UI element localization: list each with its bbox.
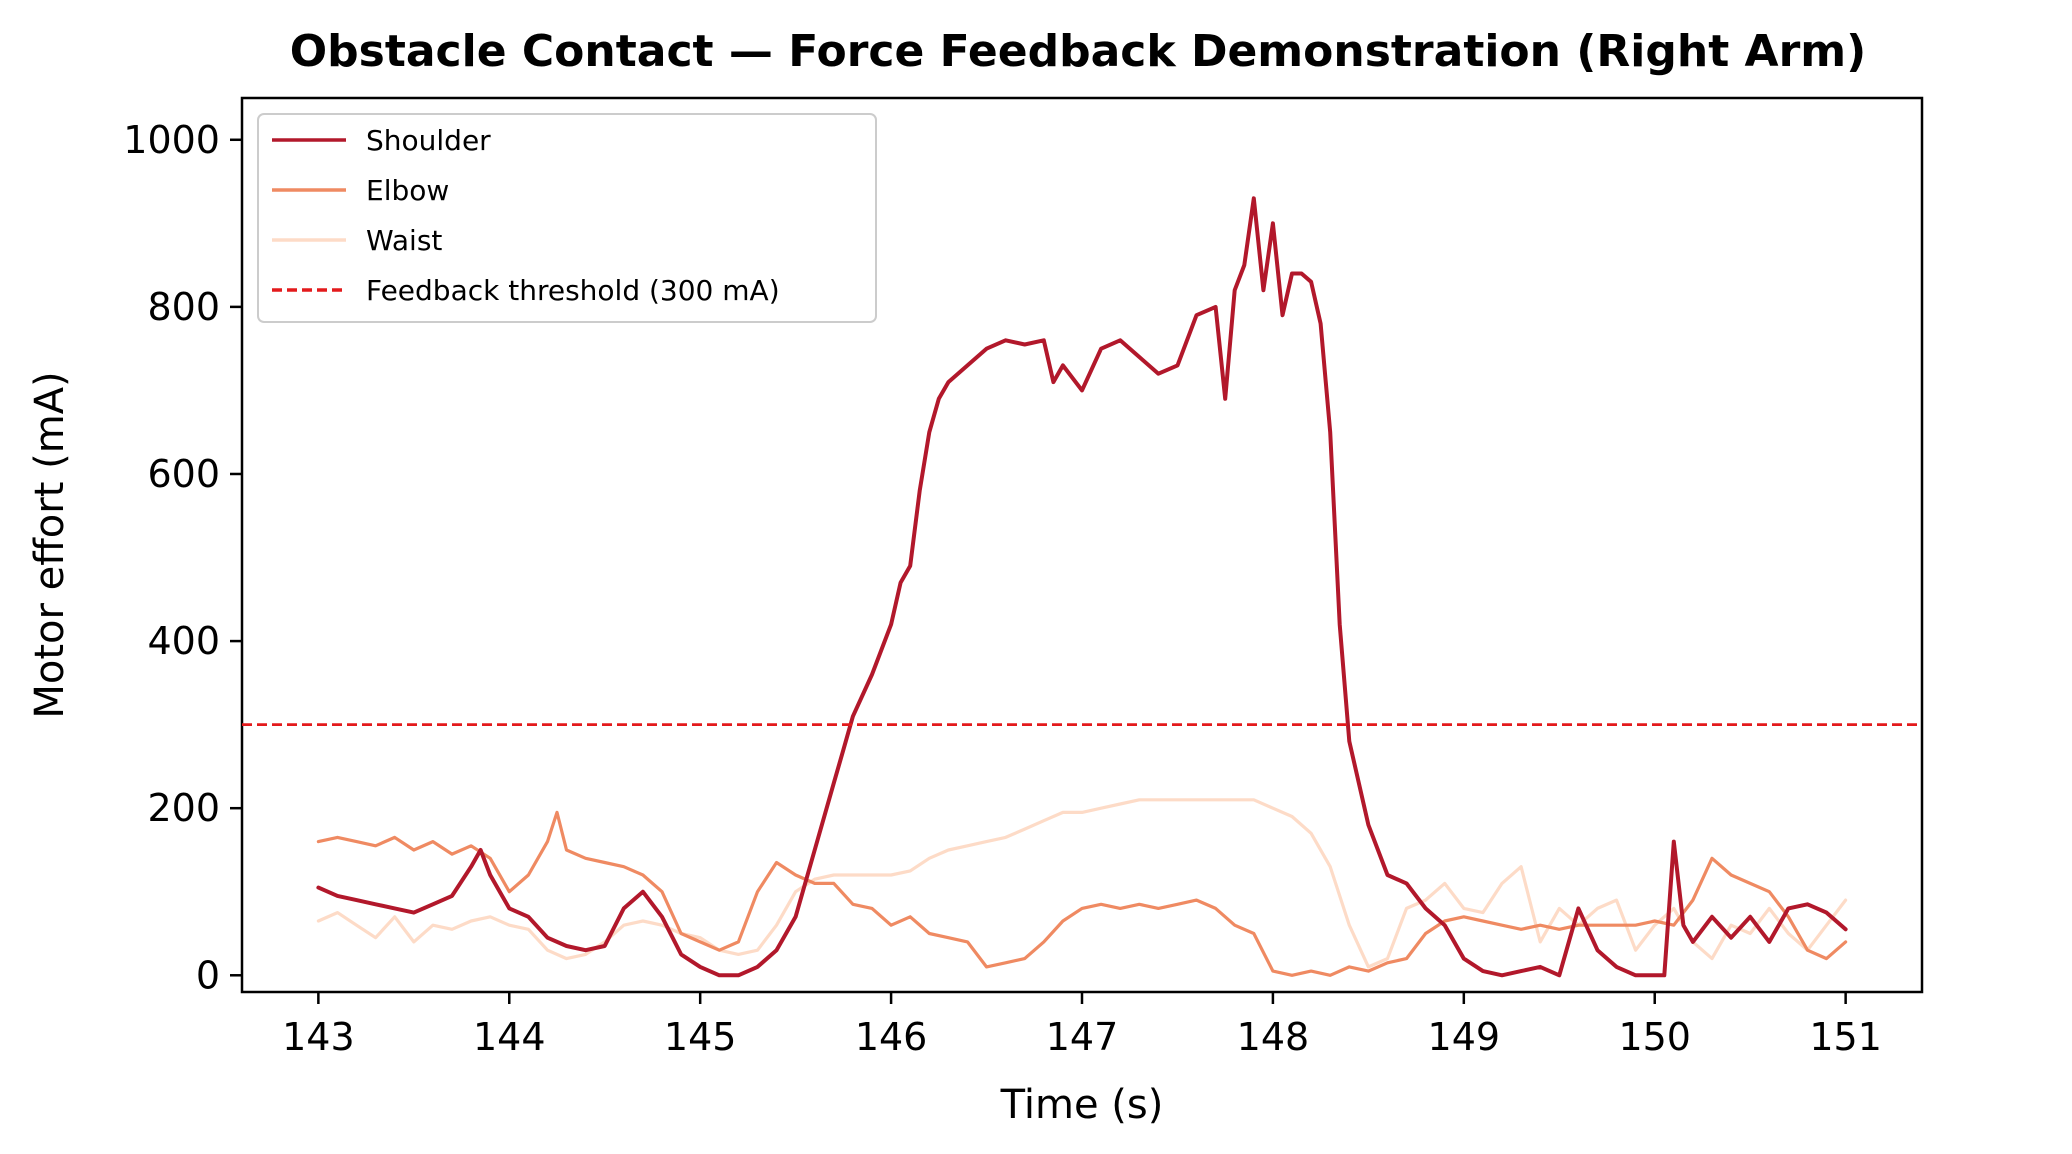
x-axis-label: Time (s) [1000,1082,1164,1128]
chart-title: Obstacle Contact — Force Feedback Demons… [290,26,1867,77]
y-tick-label: 400 [147,619,220,663]
legend: Shoulder Elbow Waist Feedback threshold (30… [257,113,877,323]
x-tick-label: 151 [1809,1015,1882,1059]
legend-label-elbow: Elbow [366,174,449,207]
y-tick-label: 0 [196,953,220,997]
y-axis-label: Motor effort (mA) [27,371,73,718]
x-tick-label: 146 [855,1015,928,1059]
x-tick-label: 143 [282,1015,355,1059]
y-tick-label: 800 [147,285,220,329]
legend-label-shoulder: Shoulder [366,124,491,157]
x-tick-label: 145 [664,1015,737,1059]
x-tick-label: 144 [473,1015,546,1059]
series-line-shoulder [316,196,1848,978]
x-tick-label: 149 [1428,1015,1501,1059]
legend-box [257,113,877,323]
y-tick-label: 1000 [123,118,220,162]
legend-label-waist: Waist [366,224,442,257]
series-layer [242,196,1922,978]
x-tick-label: 147 [1046,1015,1119,1059]
x-axis: 143 144 145 146 147 148 149 150 151 [282,992,1882,1059]
legend-label-threshold: Feedback threshold (300 mA) [366,274,780,307]
y-tick-label: 600 [147,452,220,496]
y-axis: 0 200 400 600 800 1000 [123,118,242,997]
y-tick-label: 200 [147,786,220,830]
plot-area: 143 144 145 146 147 148 149 150 151 0 200 400 600 80… [123,96,1924,1059]
x-tick-label: 148 [1237,1015,1310,1059]
series-line-waist [316,798,1848,969]
x-tick-label: 150 [1618,1015,1691,1059]
